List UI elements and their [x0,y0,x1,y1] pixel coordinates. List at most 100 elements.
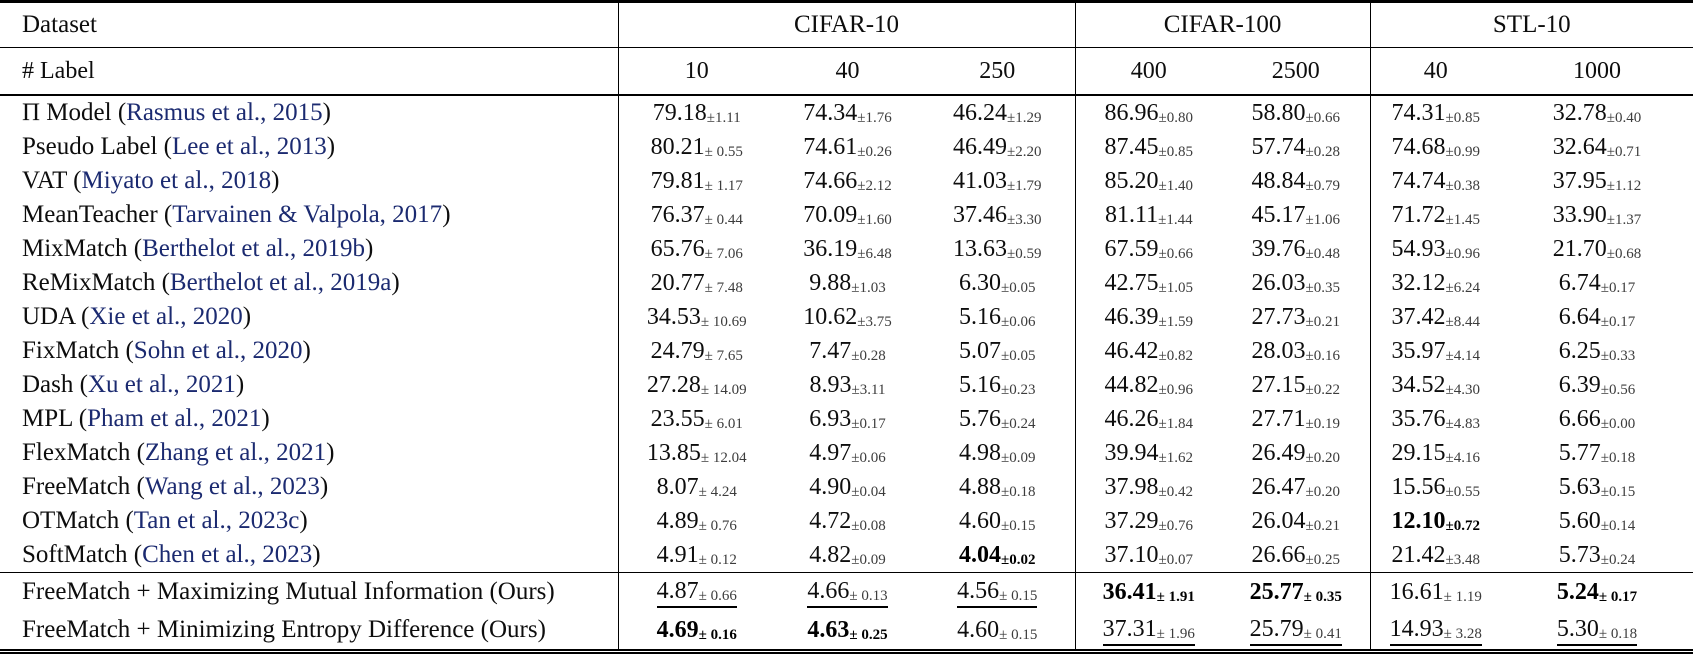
error-rate-value: 37.10±0.07 [1105,542,1193,568]
value-std: ±1.29 [1007,110,1042,126]
table-row: SoftMatch (Chen et al., 2023) 4.91± 0.12 4… [0,538,1693,573]
citation-link[interactable]: Tan et al., 2023c [133,507,300,534]
value-main: 4.66 [807,577,850,604]
method-name-close: ) [235,371,245,398]
value-main: 4.87 [656,577,699,604]
error-rate-value: 79.18±1.11 [653,100,741,126]
value-main: 58.80 [1251,100,1306,126]
value-main: 57.74 [1251,134,1306,160]
value-main: 5.76 [959,406,1002,432]
value-main: 6.30 [959,270,1002,296]
value-std: ±0.85 [1158,144,1194,160]
value-main: 4.97 [809,440,852,466]
value-cell: 6.64±0.17 [1501,300,1693,334]
method-cell: VAT (Miyato et al., 2018) [0,164,618,198]
value-std: ±0.82 [1158,348,1194,364]
value-std: ±0.42 [1158,484,1194,500]
value-std: ±0.18 [1001,484,1036,500]
value-cell: 79.81± 1.17 [617,164,775,198]
value-std: ±1.84 [1158,416,1194,432]
value-std: ±0.40 [1606,110,1642,126]
value-main: 14.93 [1389,615,1444,642]
error-rate-value: 5.24± 0.17 [1557,579,1637,605]
value-main: 37.46 [953,202,1008,228]
error-rate-value: 16.61± 1.19 [1390,579,1482,605]
method-cell: FreeMatch (Wang et al., 2023) [0,470,618,504]
citation-link[interactable]: Xu et al., 2021 [87,371,236,398]
value-std: ±0.20 [1305,484,1341,500]
citation-link[interactable]: Xie et al., 2020 [89,303,243,330]
citation-link[interactable]: Berthelot et al., 2019b [142,235,365,262]
error-rate-value: 32.12±6.24 [1392,270,1480,296]
error-rate-value: 46.42±0.82 [1105,338,1193,364]
value-main: 4.90 [809,474,852,500]
value-cell: 13.85± 12.04 [617,436,775,470]
value-cell: 6.93±0.17 [775,402,920,436]
citation-link[interactable]: Pham et al., 2021 [87,405,262,432]
method-name-close: ) [299,507,308,534]
value-main: 4.56 [957,577,1000,604]
value-std: ±0.26 [857,144,892,160]
value-cell: 13.63±0.59 [920,232,1075,266]
table-row: FreeMatch + Maximizing Mutual Informatio… [0,572,1693,611]
error-rate-value: 6.64±0.17 [1559,304,1635,330]
value-std: ±0.79 [1305,178,1341,194]
citation-link[interactable]: Berthelot et al., 2019a [169,269,392,296]
method-name-close: ) [365,235,374,262]
value-cell: 57.74±0.28 [1222,130,1370,164]
error-rate-value: 10.62±3.75 [803,304,891,330]
value-cell: 5.07±0.05 [920,334,1075,368]
error-rate-value: 34.53± 10.69 [647,304,747,330]
label-count-cifar-100-400: 400 [1074,47,1223,96]
error-rate-value: 46.39±1.59 [1105,304,1193,330]
citation-link[interactable]: Rasmus et al., 2015 [126,99,323,126]
value-std: ± 0.17 [1598,589,1638,605]
citation-link[interactable]: Miyato et al., 2018 [81,167,272,194]
value-std: ±0.08 [851,518,886,534]
value-std: ±0.04 [851,484,886,500]
value-cell: 4.04±0.02 [920,538,1076,573]
method-name: FreeMatch + Maximizing Mutual Informatio… [22,578,555,605]
error-rate-value: 34.52±4.30 [1392,372,1480,398]
value-cell: 15.56±0.55 [1369,470,1502,504]
table-row: Π Model (Rasmus et al., 2015) 79.18±1.11 7… [0,95,1693,130]
citation-link[interactable]: Wang et al., 2023 [144,473,320,500]
error-rate-value: 79.81± 1.17 [651,168,743,194]
method-cell: FlexMatch (Zhang et al., 2021) [0,436,618,470]
error-rate-value: 37.98±0.42 [1105,474,1193,500]
error-rate-value: 44.82±0.96 [1105,372,1193,398]
citation-link[interactable]: Sohn et al., 2020 [133,337,303,364]
method-cell: MixMatch (Berthelot et al., 2019b) [0,232,618,266]
value-main: 6.74 [1558,270,1601,296]
value-cell: 5.77±0.18 [1501,436,1693,470]
error-rate-value: 37.46±3.30 [953,202,1041,228]
value-main: 46.39 [1104,304,1159,330]
value-main: 5.77 [1558,440,1601,466]
error-rate-value: 27.28± 14.09 [647,372,747,398]
citation-link[interactable]: Lee et al., 2013 [171,133,327,160]
value-cell: 39.76±0.48 [1222,232,1370,266]
error-rate-value: 26.66±0.25 [1252,542,1340,568]
value-main: 70.09 [803,202,858,228]
value-main: 46.42 [1104,338,1159,364]
value-main: 74.74 [1391,168,1446,194]
citation-link[interactable]: Tarvainen & Valpola, 2017 [172,201,443,228]
citation-link[interactable]: Chen et al., 2023 [142,541,313,568]
value-cell: 74.68±0.99 [1369,130,1502,164]
value-std: ± 1.96 [1156,625,1195,642]
value-std: ±0.09 [1001,450,1036,466]
value-std: ± 6.01 [704,416,743,432]
value-main: 32.12 [1391,270,1446,296]
value-cell: 5.30± 0.18 [1501,611,1693,652]
error-rate-value: 4.04±0.02 [959,542,1035,568]
error-rate-value: 65.76± 7.06 [651,236,743,262]
method-cell: Dash (Xu et al., 2021) [0,368,618,402]
value-main: 26.66 [1251,542,1306,568]
citation-link[interactable]: Zhang et al., 2021 [144,439,327,466]
value-cell: 27.28± 14.09 [617,368,775,402]
table-row: UDA (Xie et al., 2020) 34.53± 10.69 10.62±… [0,300,1693,334]
error-rate-value: 24.79± 7.65 [651,338,743,364]
error-rate-value: 81.11±1.44 [1105,202,1193,228]
value-cell: 76.37± 0.44 [617,198,775,232]
value-main: 5.16 [959,304,1002,330]
